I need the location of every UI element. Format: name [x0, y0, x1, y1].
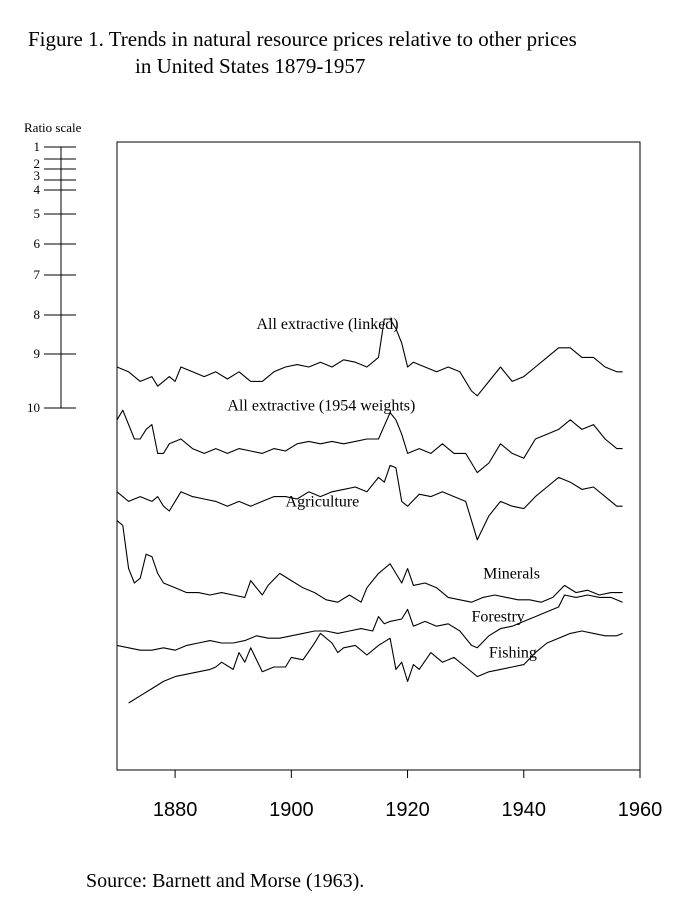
ratio-scale-tick-label: 3 [34, 168, 41, 183]
series-group: All extractive (linked) All extractive (1… [116, 316, 623, 704]
ratio-scale-tick-label: 2 [34, 156, 41, 171]
ratio-scale-label: Ratio scale [24, 120, 82, 135]
series-label: Forestry [471, 609, 524, 626]
ratio-scale-tick-label: 10 [27, 400, 40, 415]
x-tick-label: 1940 [502, 799, 547, 821]
x-tick-label: 1900 [269, 799, 314, 821]
series-line [116, 520, 623, 603]
x-tick-label: 1920 [385, 799, 430, 821]
ratio-scale-tick-label: 7 [34, 267, 41, 282]
ratio-scale-tick-label: 1 [34, 139, 41, 154]
series-line [116, 409, 623, 474]
ratio-scale: Ratio scale 1 234 5 6 7 8 9 10 [24, 120, 82, 415]
series-line [116, 594, 623, 651]
series-label: Minerals [483, 565, 540, 582]
chart-title-line2: in United States 1879-1957 [135, 54, 366, 78]
ratio-scale-tick-label: 8 [34, 307, 41, 322]
series-label: All extractive (1954 weights) [227, 397, 415, 414]
source-note: Source: Barnett and Morse (1963). [86, 870, 365, 892]
ratio-scale-tick-label: 6 [34, 236, 41, 251]
ratio-scale-tick-label: 5 [34, 206, 41, 221]
x-tick-label: 1960 [618, 799, 663, 821]
series-line [116, 318, 623, 397]
series-label: All extractive (linked) [256, 316, 398, 333]
plot-frame [116, 141, 641, 771]
x-axis: 1880 1900 1920 1940 1960 [153, 770, 662, 821]
series-label: Agriculture [286, 493, 360, 510]
x-tick-label: 1880 [153, 799, 198, 821]
ratio-scale-tick-label: 4 [34, 182, 41, 197]
series-line [128, 630, 623, 704]
series-line [116, 464, 623, 541]
chart-title-line1: Figure 1. Trends in natural resource pri… [28, 27, 577, 51]
series-label: Fishing [489, 645, 537, 662]
ratio-scale-tick-label: 9 [34, 346, 41, 361]
